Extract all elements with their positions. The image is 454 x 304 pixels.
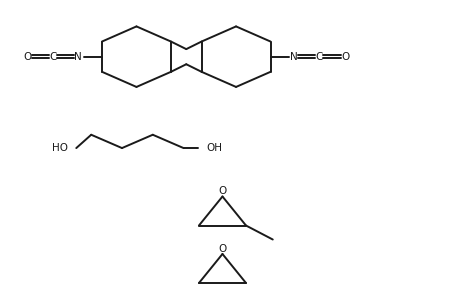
Text: O: O xyxy=(218,244,227,254)
Text: C: C xyxy=(50,52,57,62)
Text: N: N xyxy=(290,52,298,62)
Text: O: O xyxy=(218,186,227,196)
Text: O: O xyxy=(24,52,32,62)
Text: C: C xyxy=(316,52,323,62)
Text: O: O xyxy=(341,52,349,62)
Text: HO: HO xyxy=(52,143,68,153)
Text: N: N xyxy=(74,52,82,62)
Text: OH: OH xyxy=(207,143,222,153)
